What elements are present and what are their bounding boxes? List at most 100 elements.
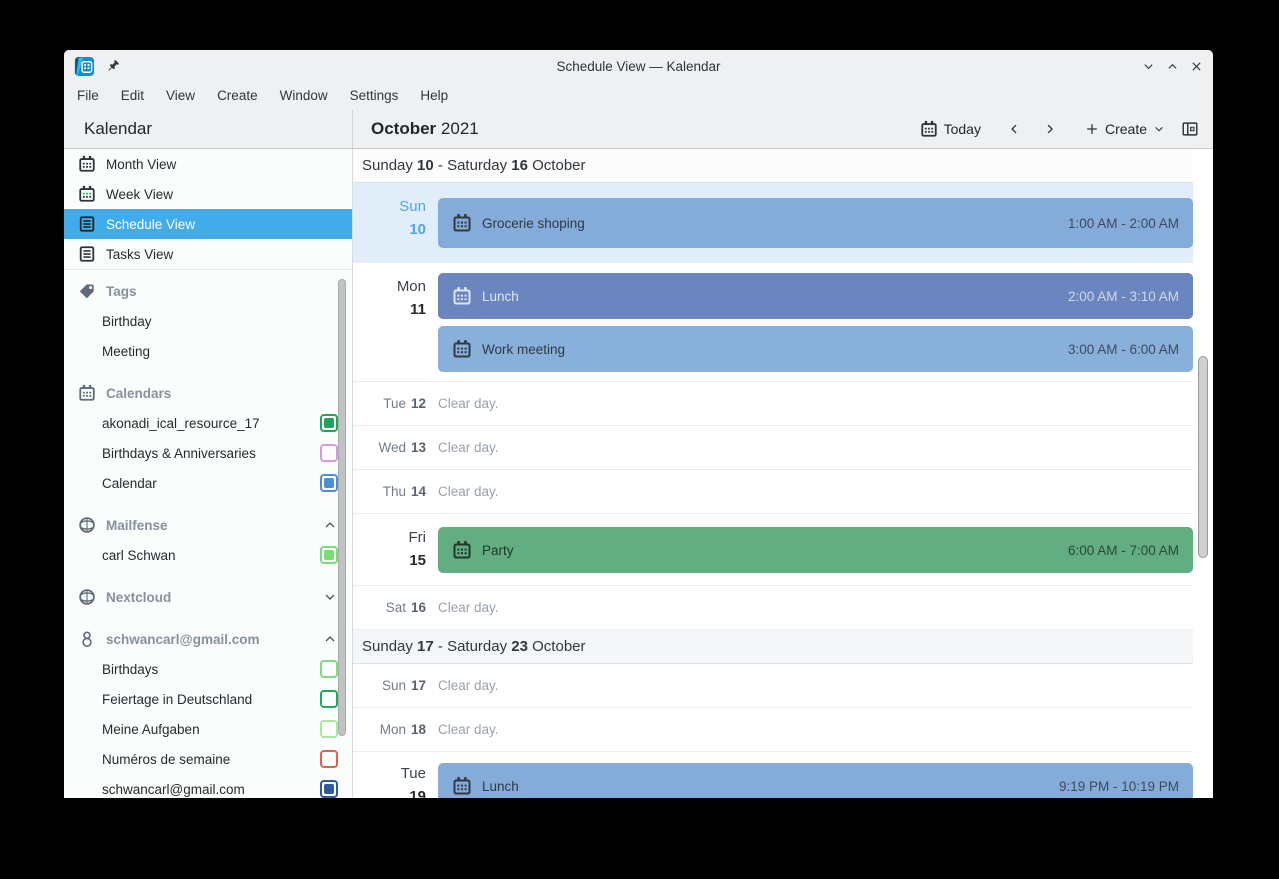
sidebar-scrollbar-thumb[interactable]	[338, 279, 346, 736]
sidebar-item-month-view[interactable]: Month View	[64, 149, 352, 179]
day-number: 13	[410, 440, 426, 455]
menu-edit[interactable]: Edit	[120, 88, 145, 103]
menu-file[interactable]: File	[77, 88, 99, 103]
calendar-item[interactable]: Birthdays & Anniversaries	[64, 438, 352, 468]
nextcloud-header[interactable]: Nextcloud	[64, 582, 352, 612]
calendar-checkbox[interactable]	[320, 414, 338, 432]
day-name: Sun	[381, 678, 406, 693]
titlebar[interactable]: Schedule View — Kalendar	[64, 50, 1213, 82]
page-title: October 2021	[371, 119, 479, 139]
day-row-tue-19[interactable]: Tue 19 Lunch 9:19 PM - 10:19 PM	[353, 752, 1193, 798]
sidebar-item-tasks-view[interactable]: Tasks View	[64, 239, 352, 269]
sidebar-item-week-view[interactable]: Week View	[64, 179, 352, 209]
create-button[interactable]: Create	[1085, 121, 1165, 137]
calendar-item[interactable]: Calendar	[64, 468, 352, 498]
day-number: 19	[409, 788, 426, 798]
calendar-checkbox[interactable]	[320, 444, 338, 462]
calendars-section: Calendars akonadi_ical_resource_17 Birth…	[64, 378, 352, 498]
event-card[interactable]: Work meeting 3:00 AM - 6:00 AM	[438, 326, 1193, 372]
sidebar-item-schedule-view[interactable]: Schedule View	[64, 209, 352, 239]
calendar-item[interactable]: akonadi_ical_resource_17	[64, 408, 352, 438]
calendar-checkbox[interactable]	[320, 780, 338, 798]
calendar-icon	[452, 339, 472, 359]
tag-label: Meeting	[102, 343, 151, 359]
event-title: Work meeting	[482, 341, 566, 357]
schedule-scrollbar-thumb[interactable]	[1198, 356, 1208, 558]
globe-icon	[78, 588, 96, 606]
day-name: Fri	[408, 529, 427, 546]
week-header: Sunday 10 - Saturday 16 October	[353, 149, 1193, 183]
next-button[interactable]	[1043, 122, 1057, 136]
chevron-down-icon[interactable]	[323, 590, 337, 604]
calendar-label: Feiertage in Deutschland	[102, 691, 253, 707]
mailfense-header[interactable]: Mailfense	[64, 510, 352, 540]
day-number: 10	[409, 221, 426, 238]
calendar-item[interactable]: Feiertage in Deutschland	[64, 684, 352, 714]
day-name: Mon	[379, 722, 406, 737]
day-row-wed-13[interactable]: Wed 13 Clear day.	[353, 426, 1193, 470]
view-label: Week View	[106, 186, 174, 202]
section-label: Calendars	[106, 385, 172, 401]
day-row-sun-17[interactable]: Sun 17 Clear day.	[353, 664, 1193, 708]
clear-day-label: Clear day.	[438, 678, 499, 693]
tag-item-meeting[interactable]: Meeting	[64, 336, 352, 366]
week-end-day: 23	[511, 638, 528, 655]
chevron-up-icon[interactable]	[323, 518, 337, 532]
view-list: Month View Week View Schedule View Tasks…	[64, 149, 352, 270]
clear-day-label: Clear day.	[438, 722, 499, 737]
minimize-button[interactable]	[1142, 60, 1155, 73]
day-row-mon-11[interactable]: Mon 11 Lunch 2:00 AM - 3:10 AM Work meet…	[353, 263, 1193, 382]
week-header-text: October	[527, 157, 586, 174]
day-row-fri-15[interactable]: Fri 15 Party 6:00 AM - 7:00 AM	[353, 514, 1193, 586]
menu-view[interactable]: View	[166, 88, 196, 103]
menu-create[interactable]: Create	[217, 88, 258, 103]
menu-window[interactable]: Window	[279, 88, 328, 103]
calendar-icon	[452, 286, 472, 306]
calendar-checkbox[interactable]	[320, 660, 338, 678]
calendar-label: Calendar	[102, 475, 157, 491]
previous-button[interactable]	[1007, 122, 1021, 136]
calendar-item[interactable]: Numéros de semaine	[64, 744, 352, 774]
menu-help[interactable]: Help	[420, 88, 449, 103]
calendar-item[interactable]: carl Schwan	[64, 540, 352, 570]
checkbox-fill	[324, 664, 334, 674]
today-button[interactable]: Today	[920, 120, 981, 138]
gmail-header[interactable]: schwancarl@gmail.com	[64, 624, 352, 654]
day-row-sun-10[interactable]: Sun 10 Grocerie shoping 1:00 AM - 2:00 A…	[353, 183, 1193, 263]
calendar-item[interactable]: schwancarl@gmail.com	[64, 774, 352, 798]
calendar-checkbox[interactable]	[320, 546, 338, 564]
calendar-item[interactable]: Meine Aufgaben	[64, 714, 352, 744]
calendar-checkbox[interactable]	[320, 750, 338, 768]
tags-header[interactable]: Tags	[64, 276, 352, 306]
calendar-checkbox[interactable]	[320, 690, 338, 708]
tag-item-birthday[interactable]: Birthday	[64, 306, 352, 336]
close-button[interactable]	[1190, 60, 1203, 73]
chevron-up-icon[interactable]	[323, 632, 337, 646]
day-label: Fri 15	[353, 514, 427, 585]
calendar-item[interactable]: Birthdays	[64, 654, 352, 684]
tags-section: Tags Birthday Meeting	[64, 276, 352, 366]
list-icon	[78, 215, 96, 233]
day-row-mon-18[interactable]: Mon 18 Clear day.	[353, 708, 1193, 752]
event-card[interactable]: Lunch 2:00 AM - 3:10 AM	[438, 273, 1193, 319]
event-card[interactable]: Grocerie shoping 1:00 AM - 2:00 AM	[438, 198, 1193, 248]
menu-settings[interactable]: Settings	[349, 88, 399, 103]
week-start-day: 10	[417, 157, 434, 174]
day-row-tue-12[interactable]: Tue 12 Clear day.	[353, 382, 1193, 426]
event-card[interactable]: Lunch 9:19 PM - 10:19 PM	[438, 763, 1193, 798]
checkbox-fill	[324, 784, 334, 794]
checkbox-fill	[324, 754, 334, 764]
event-card[interactable]: Party 6:00 AM - 7:00 AM	[438, 527, 1193, 573]
calendar-checkbox[interactable]	[320, 474, 338, 492]
calendar-label: Birthdays	[102, 661, 159, 677]
menubar: File Edit View Create Window Settings He…	[64, 82, 1213, 110]
calendar-checkbox[interactable]	[320, 720, 338, 738]
calendar-icon	[920, 120, 938, 138]
checkbox-fill	[324, 550, 334, 560]
panel-add-icon[interactable]	[1181, 120, 1199, 138]
day-row-thu-14[interactable]: Thu 14 Clear day.	[353, 470, 1193, 514]
calendars-header[interactable]: Calendars	[64, 378, 352, 408]
event-title: Grocerie shoping	[482, 215, 585, 231]
day-row-sat-16[interactable]: Sat 16 Clear day.	[353, 586, 1193, 630]
maximize-button[interactable]	[1166, 60, 1179, 73]
